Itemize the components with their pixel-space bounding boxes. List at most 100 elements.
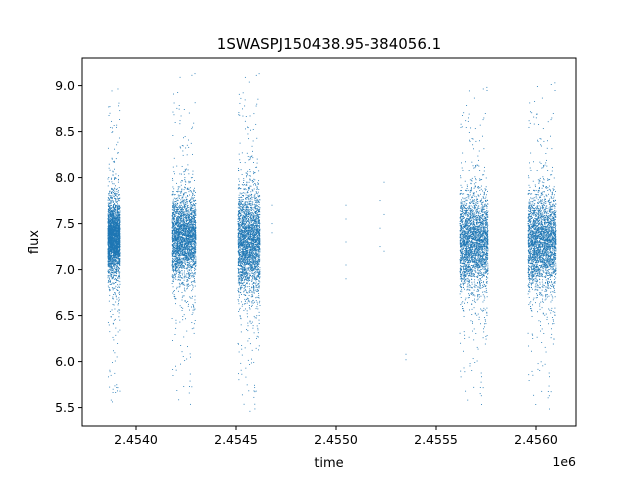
data-point bbox=[112, 232, 114, 234]
data-point bbox=[182, 247, 184, 249]
data-point bbox=[110, 249, 112, 251]
data-point bbox=[108, 219, 110, 220]
data-point bbox=[174, 334, 176, 335]
data-point bbox=[185, 258, 187, 260]
data-point bbox=[108, 231, 109, 233]
data-point bbox=[173, 231, 175, 233]
data-point bbox=[117, 236, 119, 238]
data-point bbox=[108, 238, 109, 239]
data-point bbox=[114, 254, 116, 256]
data-point bbox=[113, 298, 115, 300]
data-point bbox=[187, 223, 188, 225]
data-point bbox=[173, 229, 175, 231]
data-point bbox=[193, 228, 194, 230]
data-point bbox=[111, 192, 113, 194]
data-point bbox=[109, 207, 111, 209]
data-point bbox=[117, 228, 119, 230]
data-point bbox=[118, 253, 119, 255]
data-point bbox=[172, 226, 174, 228]
data-point bbox=[178, 228, 180, 230]
data-point bbox=[178, 252, 180, 254]
data-point bbox=[109, 262, 111, 264]
data-point bbox=[113, 225, 115, 227]
data-point bbox=[112, 277, 114, 278]
data-point bbox=[172, 238, 174, 240]
data-point bbox=[182, 239, 184, 241]
data-point bbox=[185, 199, 187, 201]
data-point bbox=[118, 254, 120, 256]
data-point bbox=[107, 265, 109, 267]
data-point bbox=[117, 152, 118, 154]
data-point bbox=[110, 245, 112, 247]
data-point bbox=[193, 237, 195, 239]
data-point bbox=[115, 229, 117, 231]
data-point bbox=[108, 230, 110, 232]
data-point bbox=[177, 235, 179, 236]
data-point bbox=[173, 216, 175, 218]
data-point bbox=[110, 242, 112, 243]
data-point bbox=[181, 247, 183, 249]
data-point bbox=[182, 259, 184, 261]
data-point bbox=[113, 239, 115, 241]
data-point bbox=[175, 240, 177, 242]
data-point bbox=[110, 254, 112, 256]
data-point bbox=[182, 238, 184, 240]
data-point bbox=[178, 234, 180, 236]
data-point bbox=[172, 250, 174, 252]
data-point bbox=[181, 265, 183, 267]
data-point bbox=[172, 111, 174, 113]
data-point bbox=[190, 268, 192, 270]
data-point bbox=[192, 265, 194, 267]
data-point bbox=[110, 265, 111, 267]
data-point bbox=[110, 225, 112, 227]
data-point bbox=[111, 263, 113, 264]
data-point bbox=[172, 235, 173, 237]
data-point bbox=[183, 226, 185, 228]
data-point bbox=[180, 115, 182, 117]
data-point bbox=[180, 209, 182, 211]
data-point bbox=[108, 219, 109, 221]
data-point bbox=[117, 255, 119, 257]
data-point bbox=[113, 232, 115, 234]
data-point bbox=[184, 254, 186, 256]
data-point bbox=[176, 224, 178, 226]
data-point bbox=[187, 226, 189, 228]
data-point bbox=[119, 390, 121, 392]
data-point bbox=[114, 240, 116, 241]
data-point bbox=[195, 233, 196, 235]
data-point bbox=[112, 296, 114, 298]
data-point bbox=[194, 262, 196, 264]
data-point bbox=[111, 217, 113, 219]
data-point bbox=[175, 212, 177, 213]
data-point bbox=[191, 219, 192, 221]
data-point bbox=[183, 247, 185, 249]
data-point bbox=[189, 224, 191, 226]
data-point bbox=[118, 228, 120, 230]
data-point bbox=[194, 244, 196, 246]
data-point bbox=[118, 246, 120, 248]
data-point bbox=[116, 236, 118, 238]
data-point bbox=[182, 295, 184, 297]
data-point bbox=[108, 210, 110, 212]
data-point bbox=[190, 208, 192, 210]
data-point bbox=[194, 214, 196, 216]
data-point bbox=[185, 256, 187, 258]
data-point bbox=[175, 264, 177, 265]
data-point bbox=[195, 238, 197, 240]
data-point bbox=[181, 217, 183, 219]
data-point bbox=[186, 219, 188, 221]
data-point bbox=[172, 254, 173, 256]
data-point bbox=[116, 207, 118, 209]
data-point bbox=[192, 153, 193, 155]
data-point bbox=[110, 221, 112, 223]
data-point bbox=[190, 246, 192, 248]
data-point bbox=[108, 177, 110, 178]
data-point bbox=[183, 206, 185, 208]
data-point bbox=[176, 261, 178, 263]
data-point bbox=[179, 219, 181, 221]
data-point bbox=[194, 212, 196, 214]
data-point bbox=[193, 203, 195, 205]
data-point bbox=[108, 221, 110, 223]
data-point bbox=[109, 190, 111, 192]
data-point bbox=[111, 246, 113, 248]
